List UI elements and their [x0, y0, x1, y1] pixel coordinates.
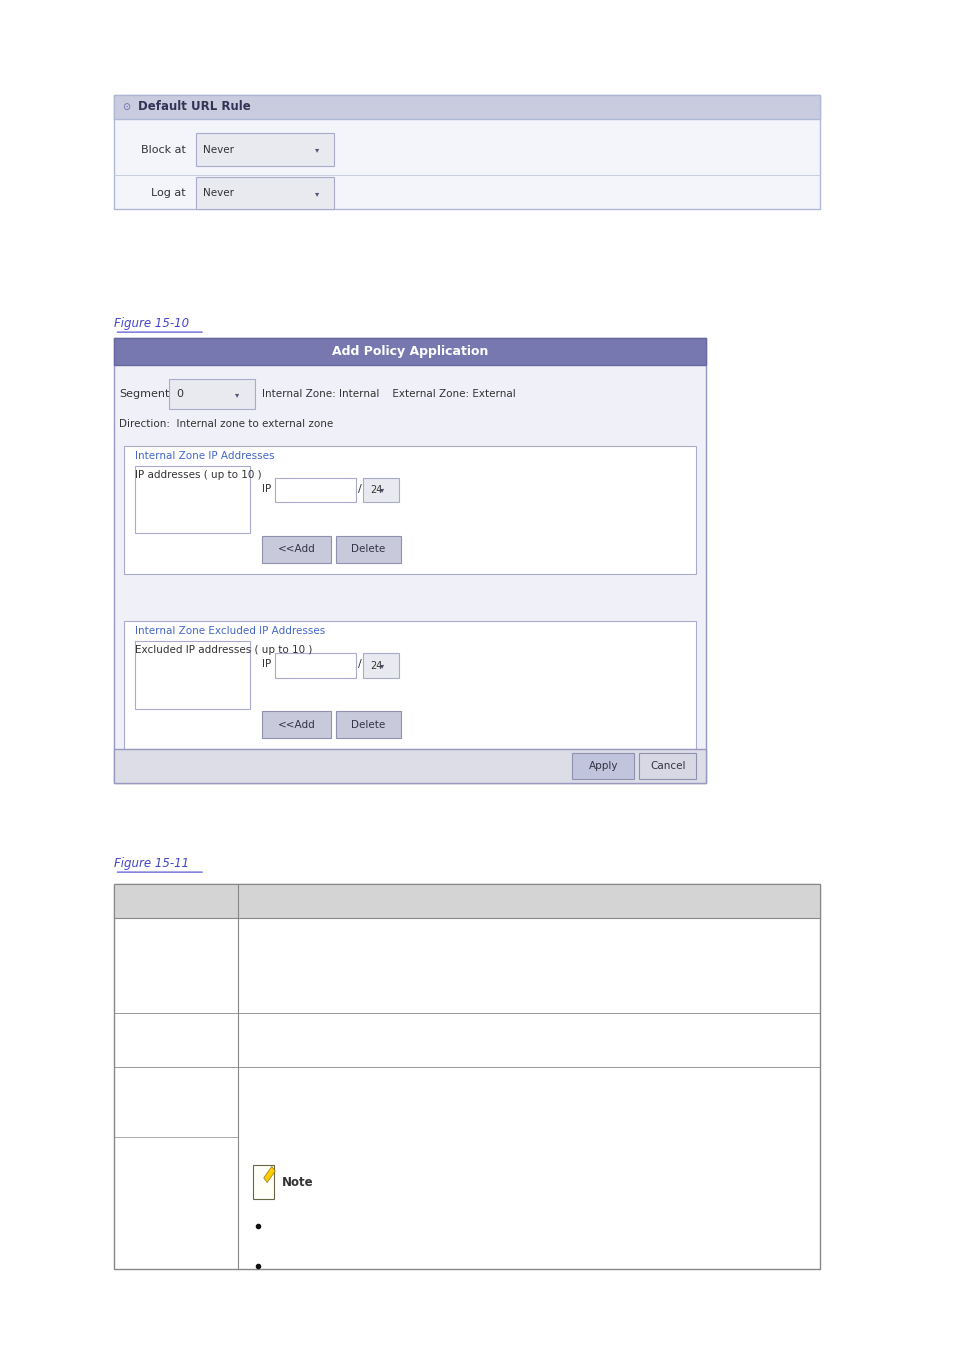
Bar	[124, 446, 696, 574]
Text: IP addresses ( up to 10 ): IP addresses ( up to 10 )	[135, 470, 262, 479]
Bar	[362, 478, 398, 502]
Text: 24: 24	[370, 485, 382, 495]
Text: Internal Zone: Internal    External Zone: External: Internal Zone: Internal External Zone: E…	[262, 389, 516, 400]
Text: <<Add: <<Add	[277, 720, 315, 730]
Bar	[639, 753, 696, 779]
Text: 24: 24	[370, 660, 382, 671]
Bar	[124, 621, 696, 749]
Bar	[335, 536, 400, 563]
Text: Note: Note	[281, 1176, 313, 1189]
Bar	[262, 536, 331, 563]
Bar	[135, 641, 250, 709]
Text: Direction:  Internal zone to external zone: Direction: Internal zone to external zon…	[119, 418, 334, 429]
Text: /: /	[357, 483, 361, 494]
Text: Segment: Segment	[119, 389, 170, 400]
Text: Figure 15-10: Figure 15-10	[114, 317, 190, 331]
Bar	[195, 177, 334, 209]
Text: Figure 15-11: Figure 15-11	[114, 857, 190, 871]
Text: Excluded IP addresses ( up to 10 ): Excluded IP addresses ( up to 10 )	[135, 645, 313, 655]
Bar	[169, 379, 254, 409]
Bar	[362, 653, 398, 678]
Text: ▾: ▾	[314, 189, 318, 197]
Text: Delete: Delete	[351, 544, 385, 555]
Bar	[335, 711, 400, 738]
Text: ▾: ▾	[314, 144, 318, 154]
Bar	[114, 338, 705, 783]
Bar	[114, 884, 820, 918]
Text: Delete: Delete	[351, 720, 385, 730]
Text: Never: Never	[203, 144, 233, 155]
Text: Internal Zone IP Addresses: Internal Zone IP Addresses	[135, 451, 274, 460]
Text: ⊙: ⊙	[122, 101, 130, 112]
Text: Default URL Rule: Default URL Rule	[138, 100, 251, 113]
Bar	[274, 653, 355, 678]
Text: IP: IP	[262, 483, 272, 494]
Bar	[253, 1165, 274, 1199]
Bar	[114, 338, 705, 364]
Bar	[114, 749, 705, 783]
Text: IP: IP	[262, 659, 272, 670]
Text: /: /	[357, 659, 361, 670]
Bar	[195, 134, 334, 166]
Bar	[135, 466, 250, 533]
Text: Apply: Apply	[588, 761, 618, 771]
Text: Add Policy Application: Add Policy Application	[332, 344, 488, 358]
Bar	[263, 1166, 274, 1183]
Text: 0: 0	[176, 389, 183, 400]
Text: Log at: Log at	[152, 188, 186, 198]
Text: ▾: ▾	[379, 486, 383, 494]
Bar	[274, 478, 355, 502]
Bar	[114, 95, 820, 209]
Text: Cancel: Cancel	[649, 761, 685, 771]
Text: <<Add: <<Add	[277, 544, 315, 555]
Text: Never: Never	[203, 188, 233, 198]
Bar	[114, 95, 820, 119]
Bar	[262, 711, 331, 738]
Text: Block at: Block at	[141, 144, 186, 155]
Text: ▾: ▾	[379, 662, 383, 670]
Text: Internal Zone Excluded IP Addresses: Internal Zone Excluded IP Addresses	[135, 626, 325, 636]
Bar	[114, 884, 820, 1269]
Bar	[572, 753, 634, 779]
Text: ▾: ▾	[235, 390, 239, 398]
